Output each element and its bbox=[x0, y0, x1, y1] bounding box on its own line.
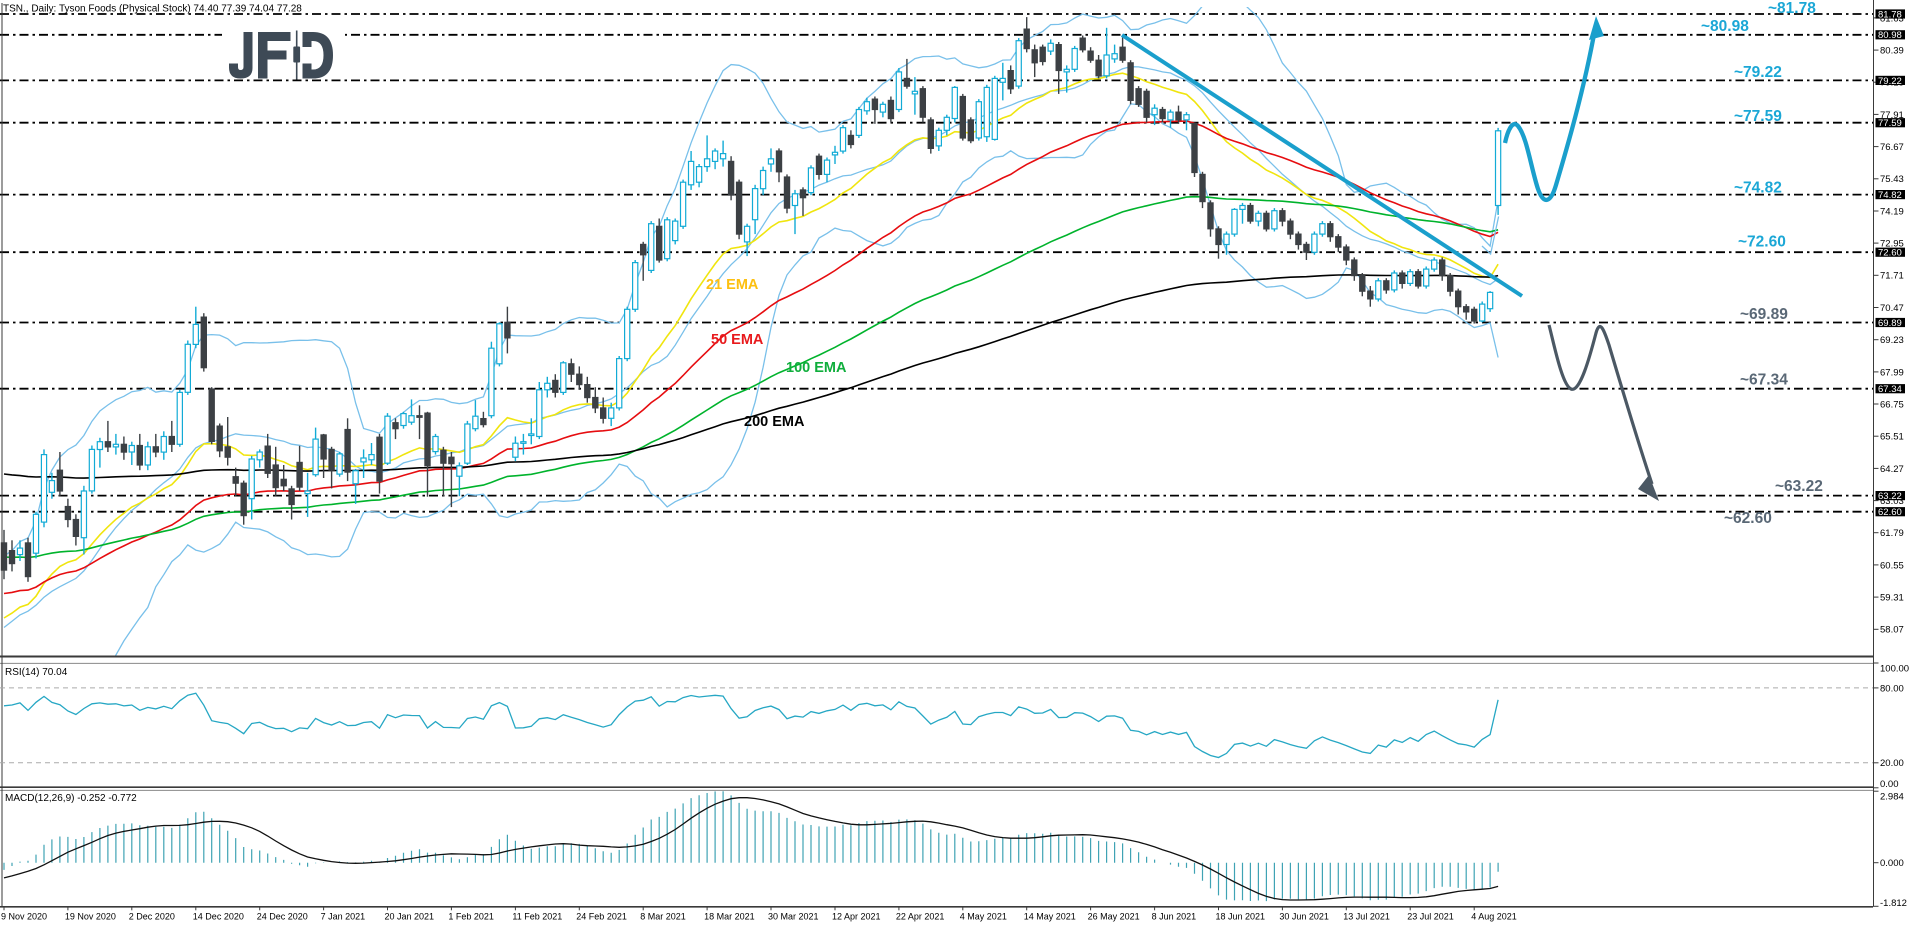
svg-text:0.00: 0.00 bbox=[1880, 779, 1899, 790]
svg-text:69.89: 69.89 bbox=[1878, 318, 1902, 329]
svg-text:50 EMA: 50 EMA bbox=[711, 332, 764, 348]
svg-text:64.27: 64.27 bbox=[1880, 464, 1904, 475]
svg-text:9 Nov 2020: 9 Nov 2020 bbox=[1, 912, 47, 922]
svg-text:63.03: 63.03 bbox=[1880, 496, 1904, 507]
svg-text:74.82: 74.82 bbox=[1878, 190, 1902, 201]
svg-text:20 Jan 2021: 20 Jan 2021 bbox=[385, 912, 435, 922]
svg-text:79.22: 79.22 bbox=[1878, 76, 1902, 87]
svg-text:75.43: 75.43 bbox=[1880, 174, 1904, 185]
svg-text:~77.59: ~77.59 bbox=[1734, 108, 1782, 125]
svg-text:-1.812: -1.812 bbox=[1880, 898, 1907, 909]
svg-text:0.000: 0.000 bbox=[1880, 858, 1904, 869]
svg-text:8 Jun 2021: 8 Jun 2021 bbox=[1152, 912, 1197, 922]
svg-text:MACD(12,26,9) -0.252 -0.772: MACD(12,26,9) -0.252 -0.772 bbox=[5, 793, 137, 804]
svg-text:30 Jun 2021: 30 Jun 2021 bbox=[1279, 912, 1329, 922]
svg-text:2.984: 2.984 bbox=[1880, 791, 1904, 802]
svg-text:~72.60: ~72.60 bbox=[1738, 234, 1786, 251]
svg-text:81.78: 81.78 bbox=[1878, 9, 1902, 20]
svg-text:~81.78: ~81.78 bbox=[1768, 0, 1816, 17]
svg-text:76.67: 76.67 bbox=[1880, 142, 1904, 153]
svg-text:~67.34: ~67.34 bbox=[1740, 372, 1788, 389]
svg-text:13 Jul 2021: 13 Jul 2021 bbox=[1343, 912, 1390, 922]
svg-text:23 Jul 2021: 23 Jul 2021 bbox=[1407, 912, 1454, 922]
svg-text:14 May 2021: 14 May 2021 bbox=[1024, 912, 1076, 922]
svg-text:TSN., Daily: Tyson Foods (Phy: TSN., Daily: Tyson Foods (Physical Stock… bbox=[3, 4, 302, 15]
svg-text:69.23: 69.23 bbox=[1880, 335, 1904, 346]
svg-text:30 Mar 2021: 30 Mar 2021 bbox=[768, 912, 819, 922]
svg-text:18 Jun 2021: 18 Jun 2021 bbox=[1216, 912, 1266, 922]
svg-text:74.19: 74.19 bbox=[1880, 206, 1904, 217]
svg-text:62.60: 62.60 bbox=[1878, 507, 1902, 518]
svg-text:80.39: 80.39 bbox=[1880, 46, 1904, 57]
svg-text:~80.98: ~80.98 bbox=[1701, 18, 1749, 35]
svg-text:1 Feb 2021: 1 Feb 2021 bbox=[448, 912, 494, 922]
svg-text:67.34: 67.34 bbox=[1878, 384, 1902, 395]
svg-text:19 Nov 2020: 19 Nov 2020 bbox=[65, 912, 116, 922]
svg-text:66.75: 66.75 bbox=[1880, 399, 1904, 410]
svg-text:~63.22: ~63.22 bbox=[1775, 478, 1823, 495]
svg-text:72.95: 72.95 bbox=[1880, 239, 1904, 250]
svg-text:~79.22: ~79.22 bbox=[1734, 64, 1782, 81]
svg-text:2 Dec 2020: 2 Dec 2020 bbox=[129, 912, 175, 922]
svg-text:80.98: 80.98 bbox=[1878, 30, 1902, 41]
svg-text:80.00: 80.00 bbox=[1880, 683, 1904, 694]
svg-text:61.79: 61.79 bbox=[1880, 528, 1904, 539]
svg-text:70.47: 70.47 bbox=[1880, 303, 1904, 314]
svg-text:63.22: 63.22 bbox=[1878, 491, 1902, 502]
svg-text:RSI(14) 70.04: RSI(14) 70.04 bbox=[5, 667, 68, 678]
svg-text:7 Jan 2021: 7 Jan 2021 bbox=[321, 912, 366, 922]
svg-text:100 EMA: 100 EMA bbox=[786, 360, 847, 376]
svg-text:77.59: 77.59 bbox=[1878, 118, 1902, 129]
svg-text:24 Dec 2020: 24 Dec 2020 bbox=[257, 912, 308, 922]
svg-text:26 May 2021: 26 May 2021 bbox=[1088, 912, 1140, 922]
svg-text:18 Mar 2021: 18 Mar 2021 bbox=[704, 912, 755, 922]
svg-text:71.71: 71.71 bbox=[1880, 271, 1904, 282]
svg-text:67.99: 67.99 bbox=[1880, 367, 1904, 378]
svg-text:8 Mar 2021: 8 Mar 2021 bbox=[640, 912, 686, 922]
svg-text:58.07: 58.07 bbox=[1880, 625, 1904, 636]
svg-text:21 EMA: 21 EMA bbox=[706, 277, 759, 293]
svg-text:~74.82: ~74.82 bbox=[1734, 180, 1782, 197]
svg-text:81.63: 81.63 bbox=[1880, 13, 1904, 24]
svg-text:100.00: 100.00 bbox=[1880, 664, 1909, 675]
svg-text:65.51: 65.51 bbox=[1880, 432, 1904, 443]
svg-text:14 Dec 2020: 14 Dec 2020 bbox=[193, 912, 244, 922]
svg-text:60.55: 60.55 bbox=[1880, 560, 1904, 571]
svg-text:~69.89: ~69.89 bbox=[1740, 306, 1788, 323]
svg-text:24 Feb 2021: 24 Feb 2021 bbox=[576, 912, 627, 922]
svg-text:12 Apr 2021: 12 Apr 2021 bbox=[832, 912, 881, 922]
svg-text:77.91: 77.91 bbox=[1880, 110, 1904, 121]
svg-text:11 Feb 2021: 11 Feb 2021 bbox=[512, 912, 562, 922]
svg-text:200 EMA: 200 EMA bbox=[744, 414, 805, 430]
svg-text:20.00: 20.00 bbox=[1880, 758, 1904, 769]
svg-text:72.60: 72.60 bbox=[1878, 248, 1902, 259]
svg-text:~62.60: ~62.60 bbox=[1724, 510, 1772, 527]
svg-text:4 Aug 2021: 4 Aug 2021 bbox=[1471, 912, 1517, 922]
svg-text:22 Apr 2021: 22 Apr 2021 bbox=[896, 912, 945, 922]
svg-text:4 May 2021: 4 May 2021 bbox=[960, 912, 1007, 922]
svg-text:59.31: 59.31 bbox=[1880, 593, 1904, 604]
